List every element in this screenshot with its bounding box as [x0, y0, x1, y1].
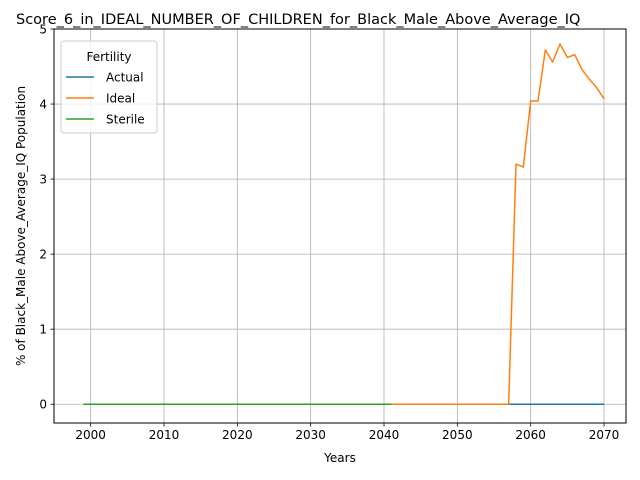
legend-box	[60, 40, 158, 134]
x-tick-label: 2070	[589, 428, 620, 442]
plot-frame	[53, 28, 627, 424]
y-tick-label: 3	[39, 173, 47, 187]
x-tick-label: 2030	[295, 428, 326, 442]
y-tick-label: 0	[39, 398, 47, 412]
x-tick-label: 2010	[149, 428, 180, 442]
x-tick-label: 2050	[442, 428, 473, 442]
series-group	[83, 43, 605, 405]
series-line-ideal	[391, 43, 605, 405]
legend-title: Fertility	[86, 50, 131, 64]
y-axis-ticks: 0 1 2 3 4 5	[39, 23, 54, 412]
x-tick-label: 2020	[222, 428, 253, 442]
x-tick-label: 2040	[369, 428, 400, 442]
legend-label: Sterile	[106, 113, 145, 127]
y-tick-label: 4	[39, 98, 47, 112]
y-tick-label: 1	[39, 323, 47, 337]
x-tick-label: 2000	[75, 428, 106, 442]
x-axis-ticks: 2000 2010 2020 2030 2040 2050 2060 2070	[75, 423, 619, 442]
x-axis-label: Years	[323, 451, 356, 465]
x-tick-label: 2060	[515, 428, 546, 442]
y-axis-label: % of Black_Male Above_Average_IQ Populat…	[14, 86, 28, 366]
legend-label: Actual	[106, 71, 144, 85]
chart-title: Score_6_in_IDEAL_NUMBER_OF_CHILDREN_for_…	[16, 12, 580, 28]
legend-label: Ideal	[106, 92, 135, 106]
y-tick-label: 2	[39, 248, 47, 262]
legend: Fertility Actual Ideal Sterile	[60, 40, 158, 134]
y-tick-label: 5	[39, 23, 47, 37]
